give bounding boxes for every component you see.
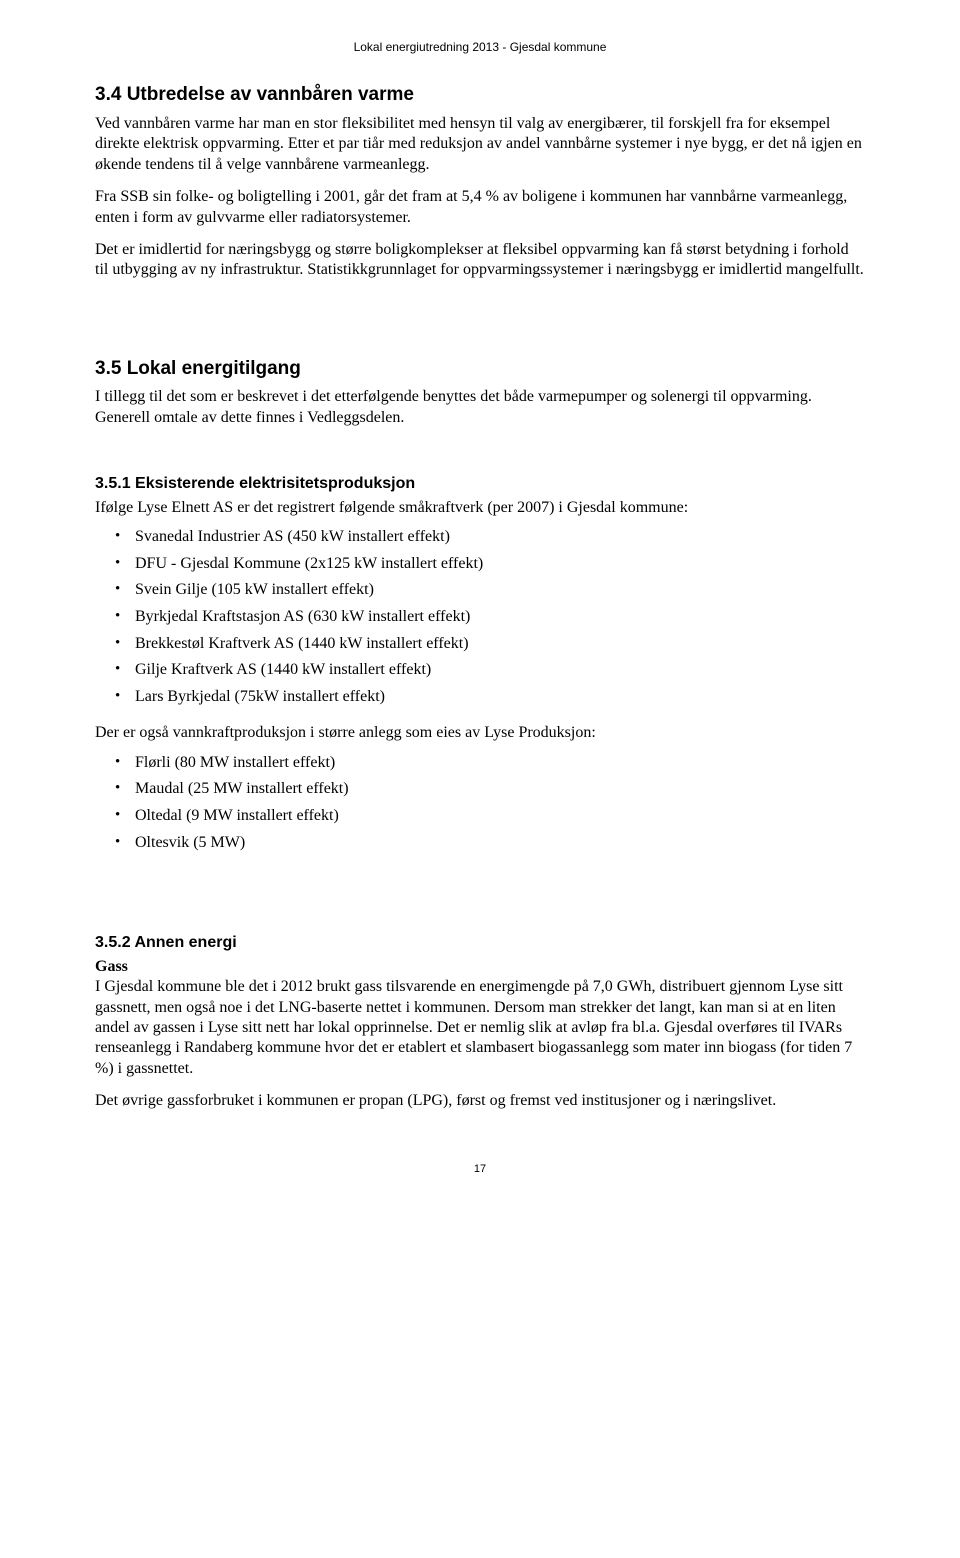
gass-heading: Gass (95, 957, 865, 977)
body-paragraph: Det er imidlertid for næringsbygg og stø… (95, 240, 865, 281)
body-paragraph: I tillegg til det som er beskrevet i det… (95, 387, 865, 428)
list-item: Oltesvik (5 MW) (95, 832, 865, 854)
list-item: Gilje Kraftverk AS (1440 kW installert e… (95, 659, 865, 681)
section-3-5-title: 3.5 Lokal energitilgang (95, 357, 865, 381)
section-3-4-title: 3.4 Utbredelse av vannbåren varme (95, 83, 865, 107)
list-item: Flørli (80 MW installert effekt) (95, 752, 865, 774)
list-item: DFU - Gjesdal Kommune (2x125 kW installe… (95, 553, 865, 575)
list-item: Maudal (25 MW installert effekt) (95, 778, 865, 800)
list-item: Oltedal (9 MW installert effekt) (95, 805, 865, 827)
list-item: Lars Byrkjedal (75kW installert effekt) (95, 686, 865, 708)
body-paragraph: Fra SSB sin folke- og boligtelling i 200… (95, 187, 865, 228)
bullet-list-smaakraftverk: Svanedal Industrier AS (450 kW installer… (95, 526, 865, 707)
body-paragraph: Der er også vannkraftproduksjon i større… (95, 723, 865, 743)
list-item: Byrkjedal Kraftstasjon AS (630 kW instal… (95, 606, 865, 628)
body-paragraph: Det øvrige gassforbruket i kommunen er p… (95, 1091, 865, 1111)
body-paragraph: I Gjesdal kommune ble det i 2012 brukt g… (95, 977, 865, 1079)
section-3-5-1-title: 3.5.1 Eksisterende elektrisitetsproduksj… (95, 474, 865, 494)
body-paragraph: Ved vannbåren varme har man en stor flek… (95, 114, 865, 175)
page-number: 17 (95, 1162, 865, 1176)
list-item: Brekkestøl Kraftverk AS (1440 kW install… (95, 633, 865, 655)
body-paragraph: Ifølge Lyse Elnett AS er det registrert … (95, 498, 865, 518)
section-3-5-2-title: 3.5.2 Annen energi (95, 933, 865, 953)
list-item: Svanedal Industrier AS (450 kW installer… (95, 526, 865, 548)
bullet-list-lyse-produksjon: Flørli (80 MW installert effekt) Maudal … (95, 752, 865, 853)
page-header: Lokal energiutredning 2013 - Gjesdal kom… (95, 40, 865, 55)
list-item: Svein Gilje (105 kW installert effekt) (95, 579, 865, 601)
